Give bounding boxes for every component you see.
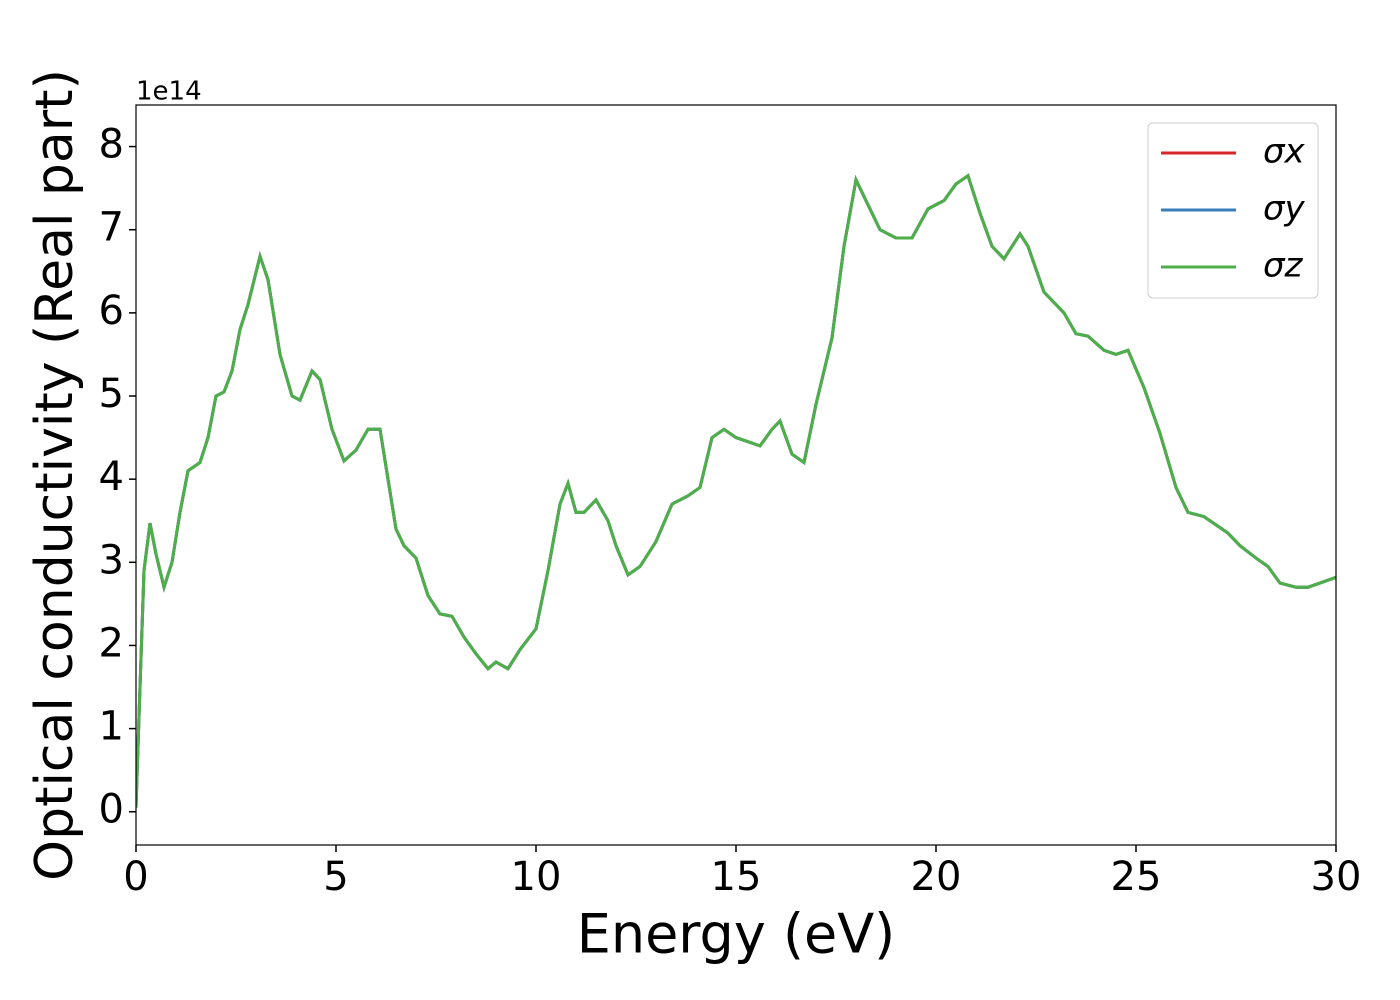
x-tick-label: 25 bbox=[1111, 854, 1162, 900]
y-tick-label: 4 bbox=[99, 454, 124, 500]
y-tick-label: 2 bbox=[99, 620, 124, 666]
y-tick-label: 0 bbox=[99, 787, 124, 833]
x-tick-label: 20 bbox=[911, 854, 962, 900]
x-tick-label: 30 bbox=[1311, 854, 1362, 900]
y-tick-label: 3 bbox=[99, 537, 124, 583]
series-line bbox=[136, 173, 1336, 808]
y-tick-label: 1 bbox=[99, 704, 124, 750]
x-tick-label: 15 bbox=[711, 854, 762, 900]
x-tick-label: 0 bbox=[123, 854, 148, 900]
y-axis-label: Optical conductivity (Real part) bbox=[25, 69, 85, 881]
y-tick-label: 8 bbox=[99, 122, 124, 168]
x-tick-label: 5 bbox=[323, 854, 348, 900]
y-tick-label: 6 bbox=[99, 288, 124, 334]
y-tick-label: 5 bbox=[99, 371, 124, 417]
y-tick-label: 7 bbox=[99, 205, 124, 251]
x-axis-label: Energy (eV) bbox=[577, 903, 896, 966]
y-offset-label: 1e14 bbox=[136, 77, 202, 107]
legend-label: σx bbox=[1263, 132, 1306, 172]
x-tick-label: 10 bbox=[511, 854, 562, 900]
legend-label: σy bbox=[1263, 189, 1306, 229]
plot-frame bbox=[135, 104, 1337, 846]
legend-label: σz bbox=[1263, 246, 1304, 286]
